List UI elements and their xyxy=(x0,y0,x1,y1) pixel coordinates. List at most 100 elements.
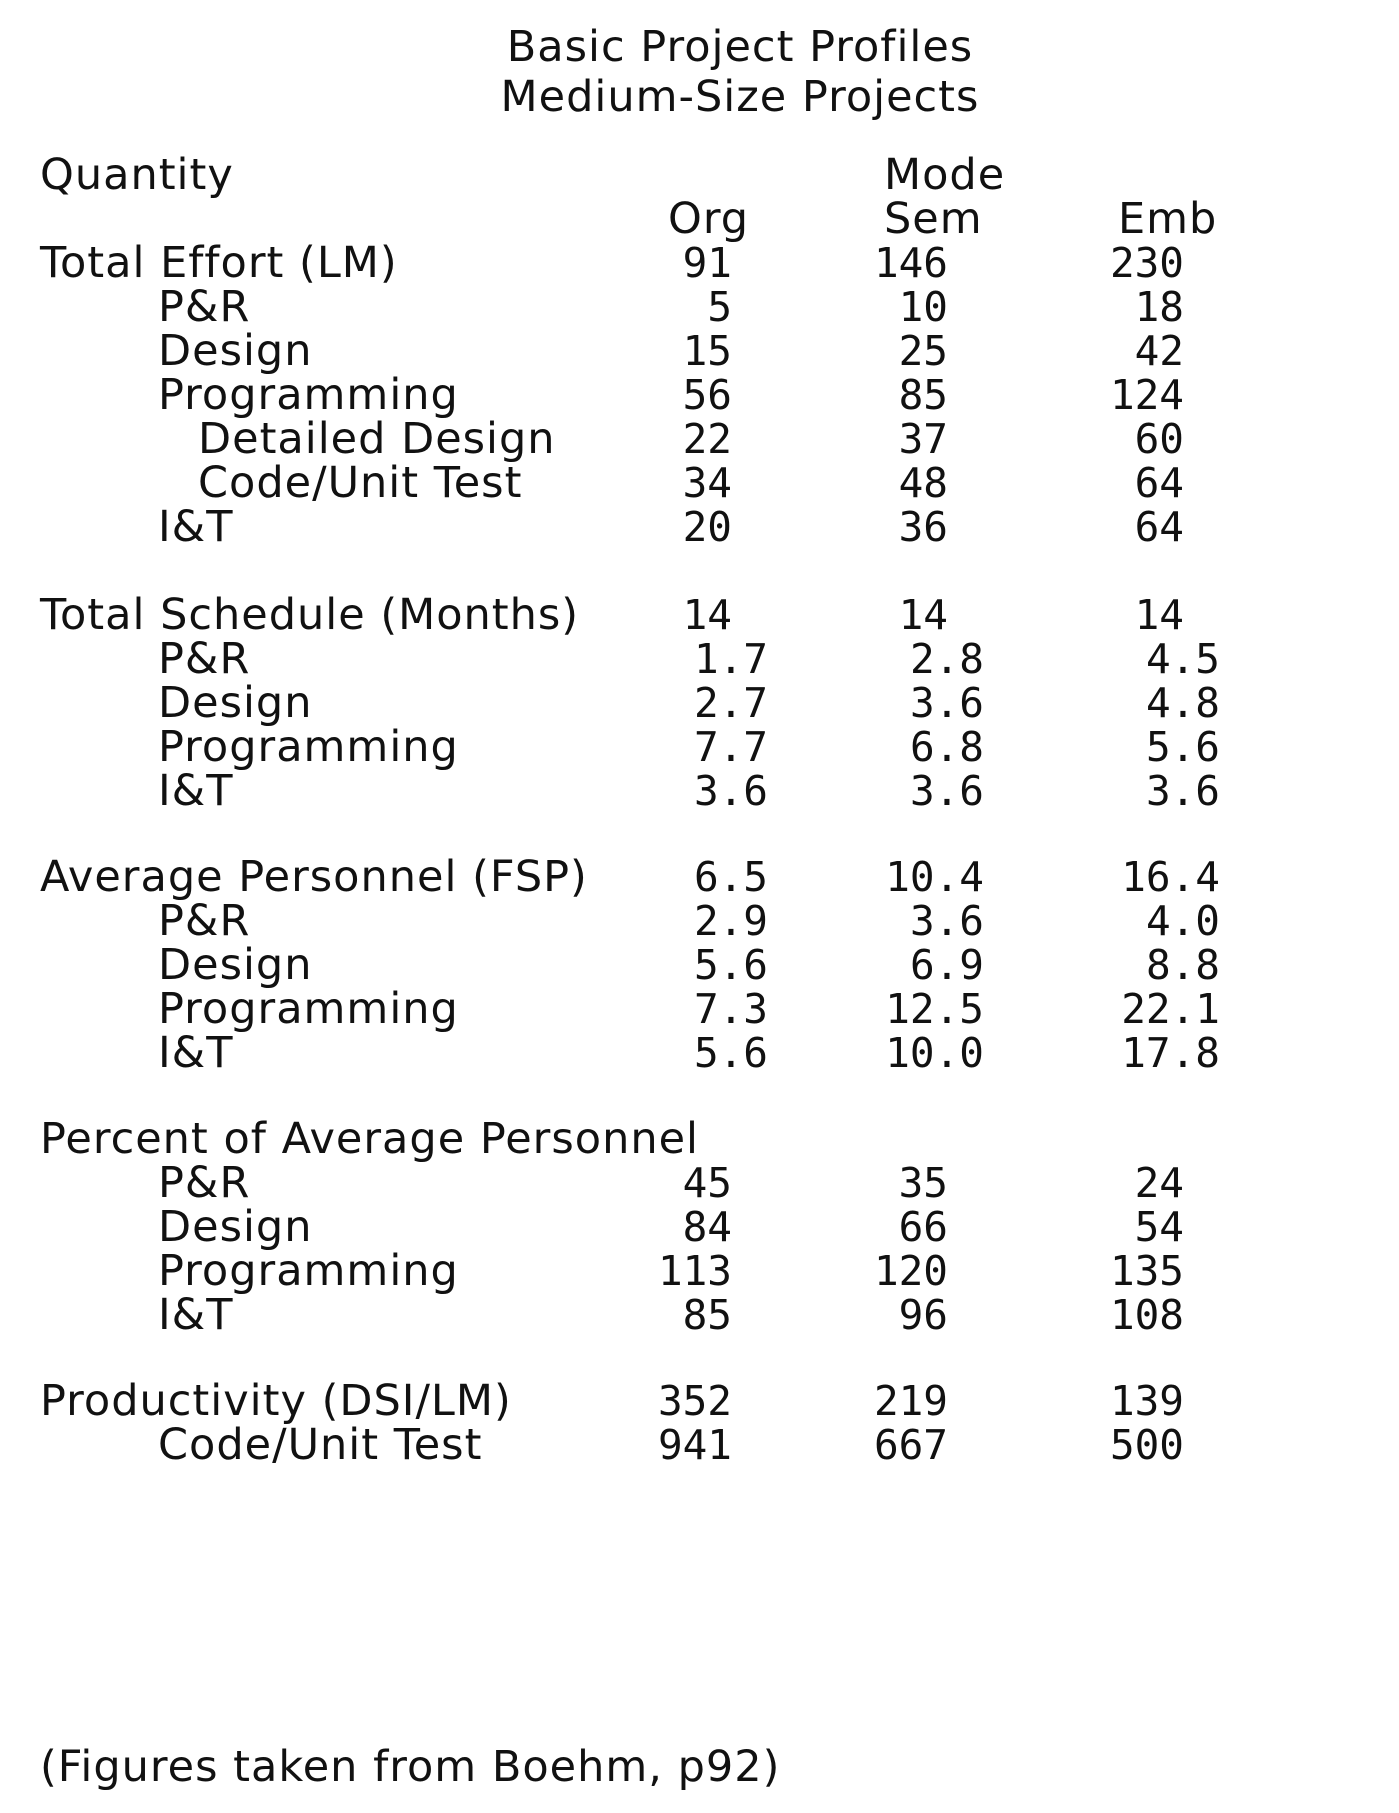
value-cell-sem: 10.4 xyxy=(885,853,984,901)
value-cell-emb: 64 xyxy=(1134,503,1184,551)
value-cell-org: 85 xyxy=(682,1291,732,1339)
value-cell-sem: 6.8 xyxy=(909,723,984,771)
value-cell-org: 7.3 xyxy=(693,985,768,1033)
row-label: Code/Unit Test xyxy=(158,1420,483,1470)
value-cell-sem: 25 xyxy=(898,327,948,375)
value-cell-org: 20 xyxy=(682,503,732,551)
row-label: Programming xyxy=(158,984,459,1034)
row-label: Programming xyxy=(158,1246,459,1296)
value-cell-org: 2.7 xyxy=(693,679,768,727)
row-label: Design xyxy=(158,326,313,376)
value-cell-org: 941 xyxy=(657,1421,732,1469)
value-cell-org: 113 xyxy=(657,1247,732,1295)
row-label: I&T xyxy=(158,1290,234,1340)
column-header-org: Org xyxy=(668,194,750,244)
value-cell-org: 22 xyxy=(682,415,732,463)
column-header-emb: Emb xyxy=(1118,194,1218,244)
row-label: Design xyxy=(158,678,313,728)
row-label: I&T xyxy=(158,766,234,816)
value-cell-org: 45 xyxy=(682,1159,732,1207)
value-cell-emb: 42 xyxy=(1134,327,1184,375)
value-cell-org: 56 xyxy=(682,371,732,419)
value-cell-emb: 22.1 xyxy=(1121,985,1220,1033)
value-cell-sem: 667 xyxy=(873,1421,948,1469)
value-cell-emb: 18 xyxy=(1134,283,1184,331)
row-label: P&R xyxy=(158,896,251,946)
value-cell-org: 15 xyxy=(682,327,732,375)
value-cell-sem: 10 xyxy=(898,283,948,331)
value-cell-emb: 64 xyxy=(1134,459,1184,507)
value-cell-emb: 4.5 xyxy=(1145,635,1220,683)
value-cell-org: 3.6 xyxy=(693,767,768,815)
value-cell-org: 5.6 xyxy=(693,941,768,989)
value-cell-emb: 4.0 xyxy=(1145,897,1220,945)
value-cell-emb: 54 xyxy=(1134,1203,1184,1251)
row-label: Total Schedule (Months) xyxy=(40,590,580,640)
value-cell-org: 5.6 xyxy=(693,1029,768,1077)
footnote: (Figures taken from Boehm, p92) xyxy=(40,1742,781,1792)
row-label: I&T xyxy=(158,1028,234,1078)
value-cell-emb: 3.6 xyxy=(1145,767,1220,815)
value-cell-emb: 230 xyxy=(1109,239,1184,287)
value-cell-emb: 135 xyxy=(1109,1247,1184,1295)
value-cell-sem: 219 xyxy=(873,1377,948,1425)
value-cell-sem: 3.6 xyxy=(909,897,984,945)
value-cell-org: 84 xyxy=(682,1203,732,1251)
value-cell-sem: 10.0 xyxy=(885,1029,984,1077)
value-cell-org: 2.9 xyxy=(693,897,768,945)
row-label: Average Personnel (FSP) xyxy=(40,852,588,902)
value-cell-org: 5 xyxy=(707,283,732,331)
value-cell-sem: 66 xyxy=(898,1203,948,1251)
value-cell-org: 34 xyxy=(682,459,732,507)
column-header-sem: Sem xyxy=(884,194,983,244)
value-cell-sem: 120 xyxy=(873,1247,948,1295)
row-label: Design xyxy=(158,1202,313,1252)
value-cell-sem: 6.9 xyxy=(909,941,984,989)
value-cell-emb: 16.4 xyxy=(1121,853,1220,901)
quantity-header: Quantity xyxy=(40,150,234,200)
mode-header: Mode xyxy=(884,150,1006,200)
row-label: Total Effort (LM) xyxy=(40,238,398,288)
row-label: Detailed Design xyxy=(198,414,556,464)
row-label: P&R xyxy=(158,634,251,684)
value-cell-org: 6.5 xyxy=(693,853,768,901)
page-title: Basic Project Profiles xyxy=(506,22,974,72)
value-cell-sem: 146 xyxy=(873,239,948,287)
row-label: Percent of Average Personnel xyxy=(40,1114,699,1164)
page-subtitle: Medium-Size Projects xyxy=(500,72,980,122)
value-cell-sem: 37 xyxy=(898,415,948,463)
value-cell-emb: 5.6 xyxy=(1145,723,1220,771)
value-cell-emb: 8.8 xyxy=(1145,941,1220,989)
value-cell-emb: 4.8 xyxy=(1145,679,1220,727)
row-label: Code/Unit Test xyxy=(198,458,523,508)
row-label: Design xyxy=(158,940,313,990)
row-label: P&R xyxy=(158,282,251,332)
value-cell-sem: 2.8 xyxy=(909,635,984,683)
value-cell-sem: 3.6 xyxy=(909,767,984,815)
value-cell-sem: 14 xyxy=(898,591,948,639)
value-cell-sem: 3.6 xyxy=(909,679,984,727)
row-label: Productivity (DSI/LM) xyxy=(40,1376,512,1426)
value-cell-sem: 85 xyxy=(898,371,948,419)
value-cell-sem: 96 xyxy=(898,1291,948,1339)
value-cell-sem: 48 xyxy=(898,459,948,507)
row-label: Programming xyxy=(158,722,459,772)
value-cell-emb: 24 xyxy=(1134,1159,1184,1207)
value-cell-emb: 139 xyxy=(1109,1377,1184,1425)
value-cell-org: 91 xyxy=(682,239,732,287)
value-cell-emb: 108 xyxy=(1109,1291,1184,1339)
value-cell-emb: 17.8 xyxy=(1121,1029,1220,1077)
value-cell-sem: 35 xyxy=(898,1159,948,1207)
value-cell-emb: 14 xyxy=(1134,591,1184,639)
value-cell-sem: 36 xyxy=(898,503,948,551)
row-label: P&R xyxy=(158,1158,251,1208)
row-label: Programming xyxy=(158,370,459,420)
value-cell-org: 14 xyxy=(682,591,732,639)
value-cell-emb: 124 xyxy=(1109,371,1184,419)
value-cell-emb: 60 xyxy=(1134,415,1184,463)
row-label: I&T xyxy=(158,502,234,552)
value-cell-org: 1.7 xyxy=(693,635,768,683)
value-cell-org: 7.7 xyxy=(693,723,768,771)
value-cell-org: 352 xyxy=(657,1377,732,1425)
value-cell-sem: 12.5 xyxy=(885,985,984,1033)
